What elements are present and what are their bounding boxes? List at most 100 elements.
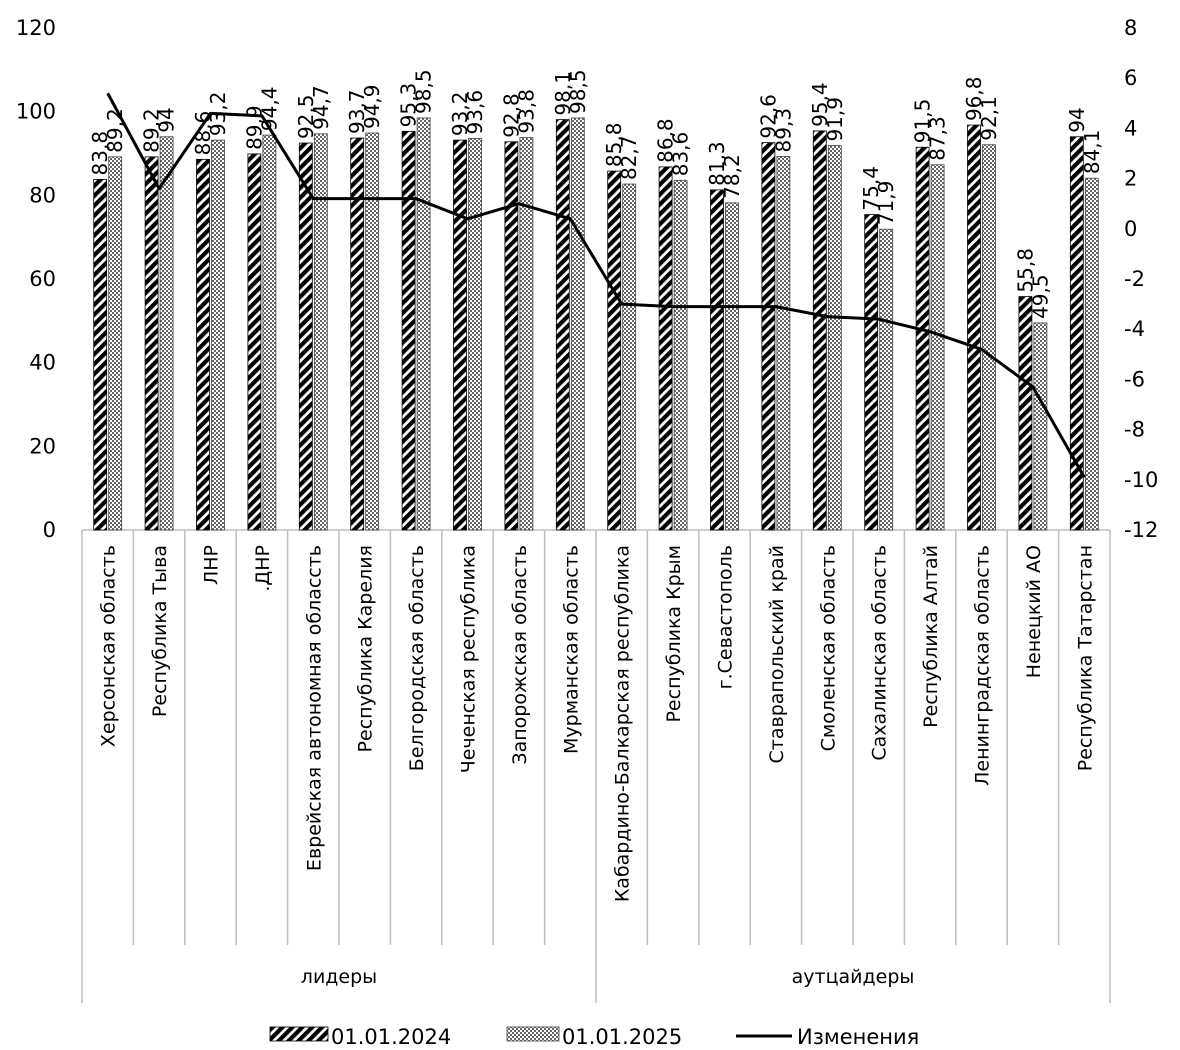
- bar-2025: [673, 179, 688, 531]
- data-label-2025: 93,8: [514, 89, 538, 134]
- category-label: Кабардино-Балкарская республика: [612, 545, 634, 902]
- y-left-tick-label: 60: [29, 267, 56, 291]
- data-labels-layer: 83,889,2 89,294 88,693,2 89,994,4 92,594,7 93…: [88, 69, 1104, 319]
- legend-swatch-2025: [506, 1026, 560, 1042]
- data-label-2024: 81,3: [705, 141, 729, 186]
- legend: 01.01.2024 01.01.2025 Изменения: [269, 1025, 919, 1049]
- bars-layer: [93, 117, 1099, 531]
- y-left-tick-label: 120: [16, 16, 56, 40]
- category-label: ЛНР: [201, 545, 223, 585]
- data-label-2025: 94: [155, 107, 179, 132]
- category-label: Херсонская область: [98, 545, 120, 747]
- y-right-tick-label: -2: [1124, 267, 1145, 291]
- data-label-2024: 86,8: [654, 118, 678, 163]
- data-label-2025: 98,5: [412, 69, 436, 114]
- y-left-tick-label: 20: [29, 434, 56, 458]
- data-label-2024: 89,2: [140, 108, 164, 153]
- category-label: Смоленская область: [817, 545, 839, 751]
- bar-2024: [1069, 136, 1084, 531]
- data-label-2025: 98,5: [566, 69, 590, 114]
- data-label-2024: 88,6: [191, 111, 215, 156]
- y-right-tick-label: 6: [1124, 66, 1137, 90]
- bar-2025: [879, 228, 894, 531]
- bar-2025: [108, 156, 123, 531]
- bar-2024: [555, 119, 570, 531]
- data-label-2025: 83,6: [669, 132, 693, 177]
- data-label-2024: 96,8: [962, 77, 986, 122]
- category-label: Сахалинская область: [869, 545, 891, 761]
- bar-2024: [401, 130, 416, 531]
- data-label-2025: 93,6: [463, 90, 487, 135]
- data-label-2025: 92,1: [977, 96, 1001, 141]
- line-layer: [106, 92, 1086, 479]
- category-label: г.Севастополь: [715, 545, 737, 689]
- bar-2024: [607, 170, 622, 531]
- bar-2024: [761, 142, 776, 531]
- data-label-2025: 78,2: [720, 154, 744, 199]
- legend-label-2024: 01.01.2024: [331, 1025, 451, 1049]
- data-label-2025: 94,7: [309, 85, 333, 130]
- bar-2025: [262, 134, 277, 531]
- bar-2024: [812, 130, 827, 531]
- y-left-tick-label: 40: [29, 351, 56, 375]
- bar-2025: [725, 202, 739, 531]
- data-label-2024: 95,4: [808, 82, 832, 127]
- y-left-tick-label: 80: [29, 183, 56, 207]
- bar-2025: [1084, 177, 1099, 531]
- data-label-2025: 89,2: [103, 108, 127, 153]
- y-right-tick-label: -10: [1124, 468, 1158, 492]
- bar-2024: [658, 166, 673, 531]
- y-right-tick-label: 2: [1124, 167, 1137, 191]
- bar-2025: [468, 138, 482, 531]
- data-label-2024: 92,5: [294, 95, 318, 140]
- bar-2025: [416, 117, 431, 531]
- category-label: Чеченская республика: [458, 545, 480, 773]
- bar-2025: [211, 139, 225, 531]
- bar-2025: [930, 164, 945, 531]
- category-label: Ленинградская область: [972, 545, 994, 786]
- data-label-2024: 92,6: [756, 94, 780, 139]
- category-label: Республика Татарстан: [1074, 545, 1096, 771]
- bar-2025: [365, 132, 380, 531]
- bar-2025: [519, 137, 534, 531]
- bar-2025: [1033, 322, 1048, 531]
- bar-2024: [915, 146, 930, 531]
- bar-2025: [570, 117, 585, 531]
- category-label: Республика Тыва: [149, 545, 171, 717]
- data-label-2024: 85,8: [602, 123, 626, 168]
- bar-2025: [159, 136, 174, 531]
- data-label-2024: 75,4: [859, 166, 883, 211]
- data-label-2025: 82,7: [617, 136, 641, 181]
- data-label-2025: 94,4: [257, 87, 281, 132]
- y-right-tick-label: -12: [1124, 518, 1158, 542]
- data-label-2025: 89,3: [771, 108, 795, 153]
- bar-2024: [93, 179, 108, 531]
- legend-swatch-2024: [269, 1026, 329, 1042]
- category-label: Запорожская область: [509, 545, 531, 765]
- legend-label-line: Изменения: [797, 1025, 919, 1049]
- category-label: Республика Карелия: [355, 545, 377, 752]
- data-label-2025: 84,1: [1080, 130, 1104, 175]
- category-label: Мурманская область: [560, 545, 582, 754]
- bar-2024: [298, 142, 313, 531]
- group-label: аутцайдеры: [792, 966, 915, 988]
- data-label-2024: 91,5: [911, 99, 935, 144]
- data-label-2024: 83,8: [88, 131, 112, 176]
- y-left-tick-label: 100: [16, 100, 56, 124]
- data-label-2024: 94: [1065, 107, 1089, 132]
- bar-2024: [453, 139, 467, 531]
- data-label-2025: 94,9: [360, 84, 384, 129]
- y-left-tick-label: 0: [43, 518, 56, 542]
- bar-2024: [710, 189, 724, 531]
- bar-2024: [864, 214, 879, 531]
- category-label: Еврейская автономная облассть: [303, 545, 325, 871]
- category-label: Белгородская область: [406, 545, 428, 771]
- bar-2025: [827, 145, 842, 531]
- bar-2024: [504, 141, 519, 531]
- category-label: Ненецкий АО: [1023, 545, 1045, 678]
- group-label: лидеры: [301, 966, 377, 988]
- data-label-2025: 91,9: [823, 97, 847, 142]
- y-right-tick-label: -8: [1124, 418, 1145, 442]
